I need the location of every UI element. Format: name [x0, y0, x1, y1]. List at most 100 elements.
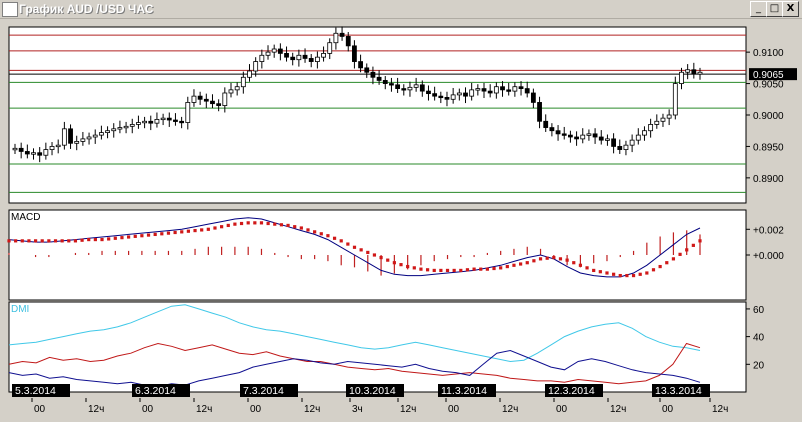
candle-body-29 — [191, 95, 197, 103]
candle-body-93 — [586, 133, 592, 136]
title-bar: График AUD /USD ЧАС _ □ X — [0, 0, 802, 19]
signal-dot-40 — [538, 257, 543, 261]
hour-label-13: 12ч — [712, 404, 728, 415]
candle-body-52 — [333, 32, 339, 44]
candle-body-37 — [240, 76, 246, 88]
signal-dot-31 — [419, 267, 423, 271]
candle-body-64 — [407, 86, 413, 91]
candle-body-21 — [142, 120, 147, 124]
candle-body-76 — [481, 88, 487, 92]
signal-dot-50 — [671, 257, 676, 261]
candle-body-101 — [635, 134, 641, 141]
candle-body-96 — [605, 138, 610, 141]
signal-dot-mid-44 — [598, 270, 602, 274]
hour-label-12: 00 — [662, 404, 674, 415]
candle-body-81 — [512, 86, 518, 92]
signal-dot-43 — [578, 263, 583, 267]
candle-body-53 — [339, 32, 345, 37]
candle-body-36 — [234, 86, 240, 91]
candle-body-18 — [123, 125, 129, 129]
candle-body-22 — [148, 120, 154, 124]
chart-svg: 0.8900 0.8950 0.9000 0.9050 0.9100 0.9065 MACD… — [7, 26, 797, 415]
macd-panel — [8, 209, 747, 301]
signal-dot-mid-1 — [27, 239, 31, 243]
signal-dot-mid-26 — [359, 248, 363, 252]
signal-dot-10 — [140, 234, 144, 238]
candle-body-39 — [253, 61, 259, 72]
signal-dot-mid-10 — [146, 233, 151, 237]
signal-dot-51 — [685, 248, 689, 252]
signal-dot-mid-19 — [266, 221, 270, 226]
signal-dot-mid-3 — [53, 239, 58, 243]
signal-dot-mid-21 — [293, 225, 297, 229]
price-tick-label-4: 0.9100 — [753, 48, 784, 59]
candle-body-12 — [86, 136, 92, 140]
signal-dot-36 — [485, 267, 489, 271]
signal-dot-0 — [7, 239, 11, 243]
candle-body-73 — [463, 92, 468, 97]
candle-body-100 — [629, 139, 635, 146]
signal-dot-mid-11 — [160, 232, 164, 236]
signal-dot-46 — [618, 273, 622, 278]
maximize-button[interactable]: □ — [766, 1, 783, 17]
candle-body-108 — [679, 71, 684, 84]
signal-dot-mid-38 — [519, 262, 523, 266]
signal-dot-mid-39 — [532, 259, 536, 263]
date-box-3 — [346, 384, 404, 397]
signal-dot-mid-31 — [425, 268, 430, 272]
candle-body-43 — [277, 48, 283, 54]
macd-line — [8, 217, 701, 278]
signal-dot-mid-48 — [651, 268, 656, 272]
price-tick-label-2: 0.9000 — [753, 111, 784, 122]
signal-dot-15 — [206, 227, 210, 231]
signal-dot-mid-5 — [80, 238, 84, 242]
signal-dot-39 — [525, 261, 529, 265]
candle-body-40 — [259, 54, 265, 62]
signal-dot-37 — [499, 266, 503, 270]
signal-dot-mid-13 — [186, 229, 190, 233]
minus-di-line — [8, 349, 701, 388]
close-button[interactable]: X — [782, 1, 799, 17]
minimize-button[interactable]: _ — [750, 1, 767, 17]
candle-body-25 — [166, 117, 172, 121]
signal-dot-mid-40 — [545, 256, 549, 260]
date-box-0 — [12, 384, 70, 397]
signal-dot-48 — [645, 271, 649, 275]
candle-body-110 — [691, 69, 697, 75]
candle-body-85 — [537, 102, 542, 122]
date-label-2: 7.3.2014 — [243, 385, 284, 397]
date-box-1 — [132, 384, 190, 397]
candle-body-61 — [389, 83, 394, 86]
signal-dot-mid-20 — [279, 223, 284, 227]
candle-body-67 — [426, 90, 431, 95]
signal-dot-33 — [445, 268, 450, 273]
candle-body-4 — [37, 152, 43, 156]
signal-dot-2 — [33, 239, 38, 243]
candle-body-28 — [185, 102, 191, 123]
candle-body-17 — [117, 127, 123, 130]
signal-dot-1 — [20, 239, 24, 243]
signal-dot-24 — [326, 234, 330, 238]
candle-body-2 — [24, 151, 30, 155]
candle-body-30 — [197, 95, 203, 100]
hour-label-7: 12ч — [400, 404, 416, 415]
signal-dot-mid-33 — [452, 268, 456, 273]
signal-dot-4 — [60, 239, 64, 243]
chart-area: 0.8900 0.8950 0.9000 0.9050 0.9100 0.9065 MACD… — [0, 20, 802, 422]
signal-dot-mid-8 — [120, 236, 124, 240]
candle-body-54 — [345, 36, 351, 47]
dmi-panel — [8, 301, 747, 393]
candle-body-16 — [111, 128, 117, 132]
signal-dot-9 — [126, 235, 131, 239]
signal-dot-28 — [379, 255, 383, 260]
date-box-2 — [240, 384, 298, 397]
hour-label-1: 12ч — [88, 404, 104, 415]
candle-body-111 — [697, 71, 703, 75]
hour-label-9: 12ч — [502, 404, 518, 415]
candle-body-77 — [487, 90, 493, 94]
signal-dot-3 — [47, 239, 51, 243]
candle-body-6 — [49, 146, 55, 150]
candle-body-92 — [580, 134, 586, 140]
signal-dot-mid-6 — [93, 237, 97, 242]
app-chart-icon — [2, 2, 18, 17]
